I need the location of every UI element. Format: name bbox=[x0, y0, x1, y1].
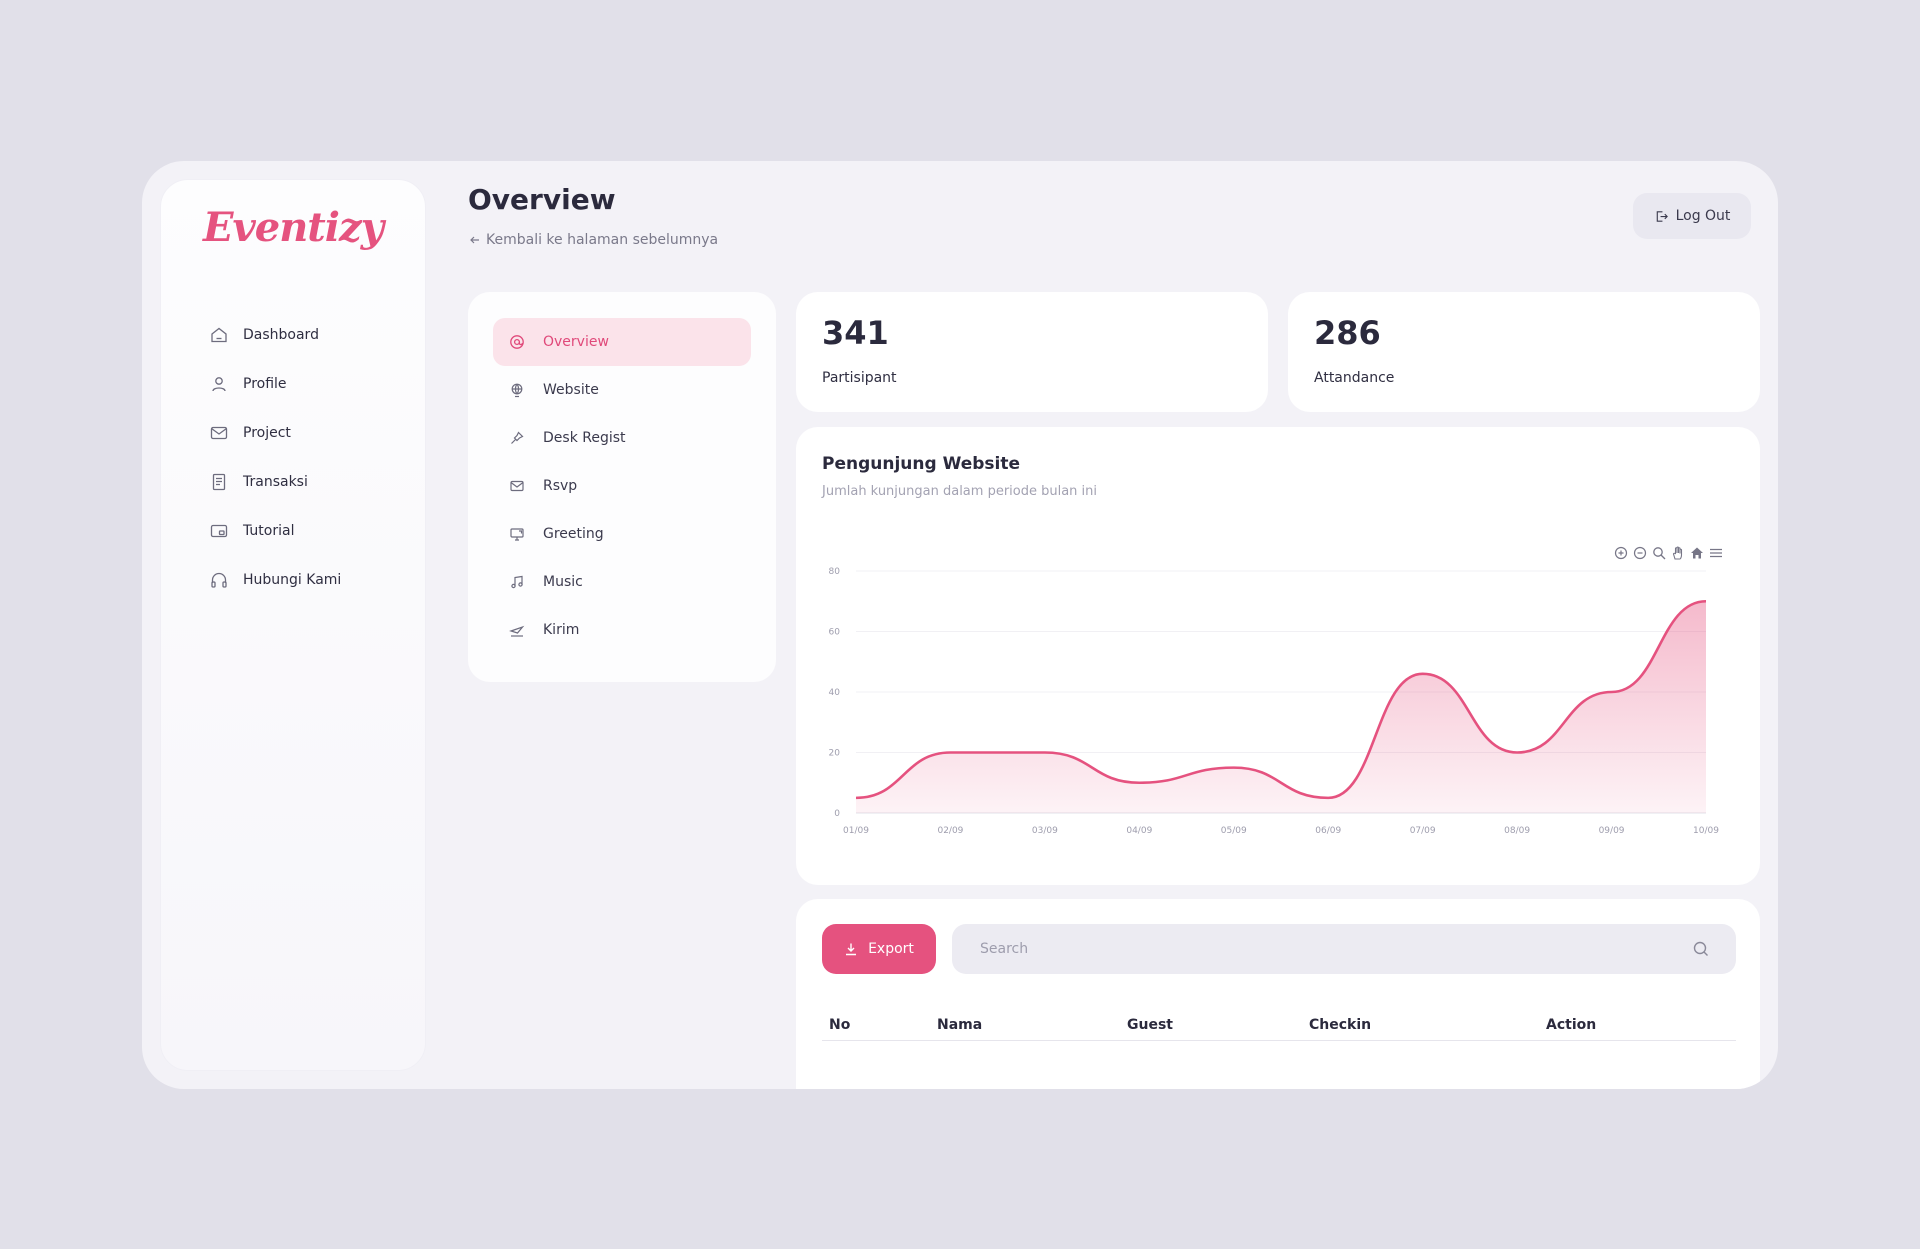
app-window: Eventizy Dashboard Profile Project Trans… bbox=[142, 161, 1778, 1089]
chart-title: Pengunjung Website bbox=[822, 454, 1021, 474]
stat-value: 286 bbox=[1314, 314, 1381, 352]
sidebar-item-label: Hubungi Kami bbox=[243, 571, 342, 588]
export-button[interactable]: Export bbox=[822, 924, 936, 974]
chart-card: Pengunjung Website Jumlah kunjungan dala… bbox=[796, 427, 1760, 885]
download-icon bbox=[846, 943, 857, 956]
mail-icon bbox=[210, 426, 228, 439]
sidebar-item-label: Tutorial bbox=[243, 522, 295, 539]
chart-toolbar bbox=[1613, 545, 1724, 561]
x-tick-label: 01/09 bbox=[843, 826, 869, 836]
monitor-icon bbox=[510, 528, 524, 541]
chart-line bbox=[855, 599, 1707, 800]
table-header: No Nama Guest Checkin Action bbox=[822, 1011, 1736, 1041]
table-card: Export No Nama Guest Checkin Action bbox=[796, 899, 1760, 1089]
search-zoom-icon[interactable] bbox=[1651, 545, 1667, 561]
stat-card-attandance: 286 Attandance bbox=[1288, 292, 1760, 412]
at-icon bbox=[510, 335, 524, 349]
chart-area-fill bbox=[856, 601, 1706, 813]
sidebar-item-label: Dashboard bbox=[243, 326, 319, 343]
zoom-out-icon[interactable] bbox=[1632, 545, 1648, 561]
column-header-action[interactable]: Action bbox=[1546, 1017, 1597, 1033]
send-icon bbox=[509, 625, 525, 637]
home-icon[interactable] bbox=[1689, 545, 1705, 561]
column-header-guest[interactable]: Guest bbox=[1127, 1017, 1173, 1033]
column-header-checkin[interactable]: Checkin bbox=[1309, 1017, 1372, 1033]
sidebar-item-label: Profile bbox=[243, 375, 287, 392]
menu-icon[interactable] bbox=[1708, 545, 1724, 561]
column-header-no[interactable]: No bbox=[829, 1017, 851, 1033]
visitors-chart: 0 20 40 60 80 01/09 02/09 03/09 04/09 05/09 06/09… bbox=[829, 567, 1720, 836]
zoom-in-icon[interactable] bbox=[1613, 545, 1629, 561]
submenu-item-greeting[interactable]: Greeting bbox=[493, 510, 751, 558]
submenu-item-kirim[interactable]: Kirim bbox=[493, 606, 751, 654]
mail-icon bbox=[510, 480, 524, 492]
tutorial-icon bbox=[210, 524, 228, 537]
receipt-icon bbox=[212, 473, 226, 490]
y-tick-label: 60 bbox=[829, 628, 841, 638]
sidebar-item-hubungi-kami[interactable]: Hubungi Kami bbox=[209, 555, 341, 604]
logout-label: Log Out bbox=[1675, 208, 1731, 224]
submenu-item-label: Rsvp bbox=[543, 478, 578, 494]
x-tick-label: 05/09 bbox=[1221, 826, 1247, 836]
submenu-item-desk-regist[interactable]: Desk Regist bbox=[493, 414, 751, 462]
submenu-item-label: Greeting bbox=[543, 526, 604, 542]
stat-value: 341 bbox=[822, 314, 889, 352]
y-tick-label: 80 bbox=[829, 567, 841, 577]
export-label: Export bbox=[868, 941, 914, 957]
sidebar-item-label: Transaksi bbox=[243, 473, 308, 490]
chart-subtitle: Jumlah kunjungan dalam periode bulan ini bbox=[822, 484, 1098, 499]
x-tick-label: 10/09 bbox=[1693, 826, 1719, 836]
sidebar: Eventizy Dashboard Profile Project Trans… bbox=[160, 179, 426, 1071]
x-tick-label: 07/09 bbox=[1410, 826, 1436, 836]
user-icon bbox=[212, 376, 226, 391]
column-header-nama[interactable]: Nama bbox=[937, 1017, 983, 1033]
sidebar-item-project[interactable]: Project bbox=[209, 408, 341, 457]
stat-card-partisipant: 341 Partisipant bbox=[796, 292, 1268, 412]
arrow-left-icon bbox=[470, 236, 479, 244]
pan-hand-icon[interactable] bbox=[1670, 545, 1686, 561]
x-tick-label: 08/09 bbox=[1504, 826, 1530, 836]
logo: Eventizy bbox=[203, 204, 384, 251]
x-tick-label: 09/09 bbox=[1599, 826, 1625, 836]
x-tick-label: 06/09 bbox=[1315, 826, 1341, 836]
back-link[interactable]: Kembali ke halaman sebelumnya bbox=[469, 232, 718, 248]
back-link-label: Kembali ke halaman sebelumnya bbox=[486, 232, 719, 248]
search-field bbox=[952, 924, 1736, 974]
submenu-panel: Overview Website Desk Regist Rsvp Greeti… bbox=[468, 292, 776, 682]
globe-icon bbox=[511, 383, 523, 398]
submenu-item-label: Music bbox=[543, 574, 583, 590]
sidebar-item-tutorial[interactable]: Tutorial bbox=[209, 506, 341, 555]
page-title: Overview bbox=[468, 183, 616, 216]
y-tick-label: 20 bbox=[829, 749, 841, 759]
sidebar-item-profile[interactable]: Profile bbox=[209, 359, 341, 408]
search-icon[interactable] bbox=[1692, 940, 1710, 958]
submenu-item-label: Overview bbox=[543, 334, 609, 350]
x-tick-label: 03/09 bbox=[1032, 826, 1058, 836]
headphones-icon bbox=[211, 572, 227, 588]
x-tick-label: 02/09 bbox=[937, 826, 963, 836]
submenu-item-label: Website bbox=[543, 382, 599, 398]
music-icon bbox=[511, 575, 523, 589]
logout-button[interactable]: Log Out bbox=[1633, 193, 1751, 239]
sidebar-item-transaksi[interactable]: Transaksi bbox=[209, 457, 341, 506]
submenu-item-label: Kirim bbox=[543, 622, 580, 638]
home-icon bbox=[211, 327, 227, 342]
sidebar-nav: Dashboard Profile Project Transaksi Tuto… bbox=[209, 310, 341, 604]
stat-label: Attandance bbox=[1314, 370, 1395, 386]
submenu-item-rsvp[interactable]: Rsvp bbox=[493, 462, 751, 510]
y-tick-label: 40 bbox=[829, 688, 841, 698]
submenu-item-label: Desk Regist bbox=[543, 430, 626, 446]
y-tick-label: 0 bbox=[834, 809, 840, 819]
submenu-item-website[interactable]: Website bbox=[493, 366, 751, 414]
submenu-item-music[interactable]: Music bbox=[493, 558, 751, 606]
logout-icon bbox=[1656, 210, 1668, 222]
search-input[interactable] bbox=[952, 924, 1736, 974]
submenu-item-overview[interactable]: Overview bbox=[493, 318, 751, 366]
sidebar-item-dashboard[interactable]: Dashboard bbox=[209, 310, 341, 359]
x-tick-label: 04/09 bbox=[1126, 826, 1152, 836]
sidebar-item-label: Project bbox=[243, 424, 291, 441]
pin-icon bbox=[511, 431, 524, 444]
stat-label: Partisipant bbox=[822, 370, 897, 386]
